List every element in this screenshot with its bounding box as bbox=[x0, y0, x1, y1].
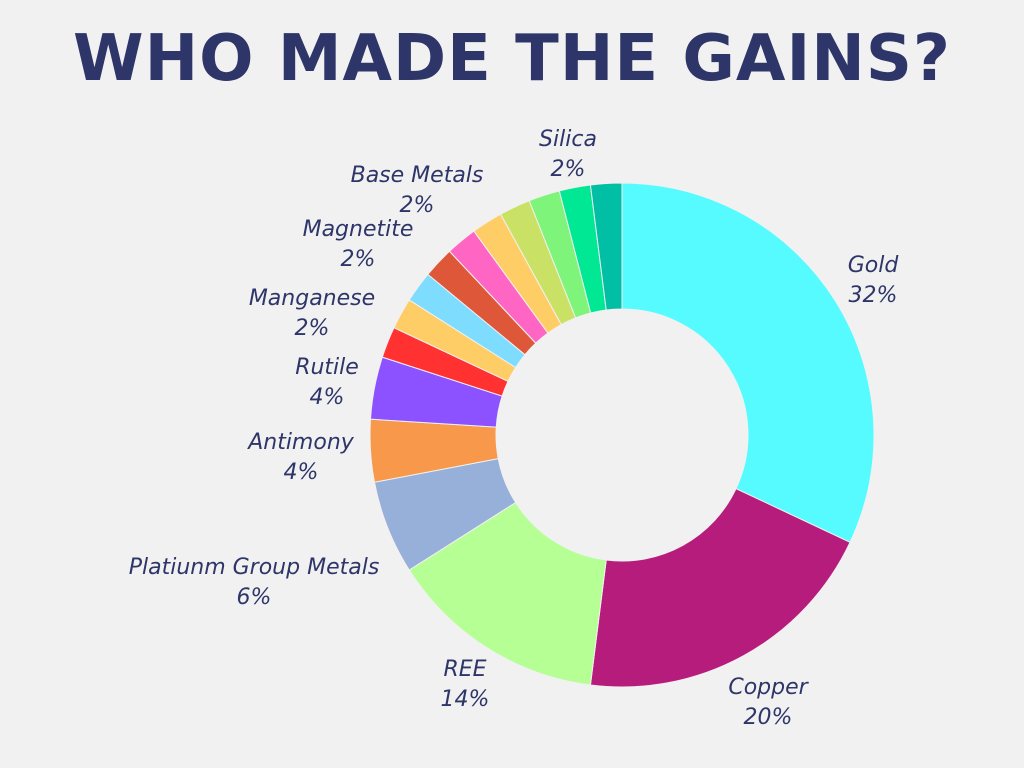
label-gold: Gold bbox=[848, 253, 900, 278]
value-label-antimony: 4% bbox=[284, 460, 319, 485]
value-label-copper: 20% bbox=[744, 705, 793, 730]
label-copper: Copper bbox=[728, 675, 809, 700]
label-antimony: Antimony bbox=[246, 430, 355, 455]
label-platiunm-group-metals: Platiunm Group Metals bbox=[129, 555, 380, 580]
value-label-manganese: 2% bbox=[295, 316, 330, 341]
label-ree: REE bbox=[443, 657, 486, 682]
slice-gold bbox=[621, 182, 875, 543]
value-label-ree: 14% bbox=[441, 687, 490, 712]
slice-unlabeled-15 bbox=[589, 182, 623, 311]
chart-title: WHO MADE THE GAINS? bbox=[72, 22, 952, 96]
label-manganese: Manganese bbox=[249, 286, 375, 311]
value-label-platiunm-group-metals: 6% bbox=[237, 585, 272, 610]
label-silica: Silica bbox=[539, 127, 597, 152]
value-label-magnetite: 2% bbox=[341, 247, 376, 272]
slice-ree bbox=[408, 501, 607, 686]
slice-copper bbox=[589, 487, 851, 688]
value-label-base-metals: 2% bbox=[400, 193, 435, 218]
value-label-gold: 32% bbox=[849, 283, 898, 308]
label-magnetite: Magnetite bbox=[303, 217, 414, 242]
value-label-rutile: 4% bbox=[310, 385, 345, 410]
value-label-silica: 2% bbox=[551, 157, 586, 182]
label-base-metals: Base Metals bbox=[351, 163, 484, 188]
label-rutile: Rutile bbox=[295, 355, 359, 380]
